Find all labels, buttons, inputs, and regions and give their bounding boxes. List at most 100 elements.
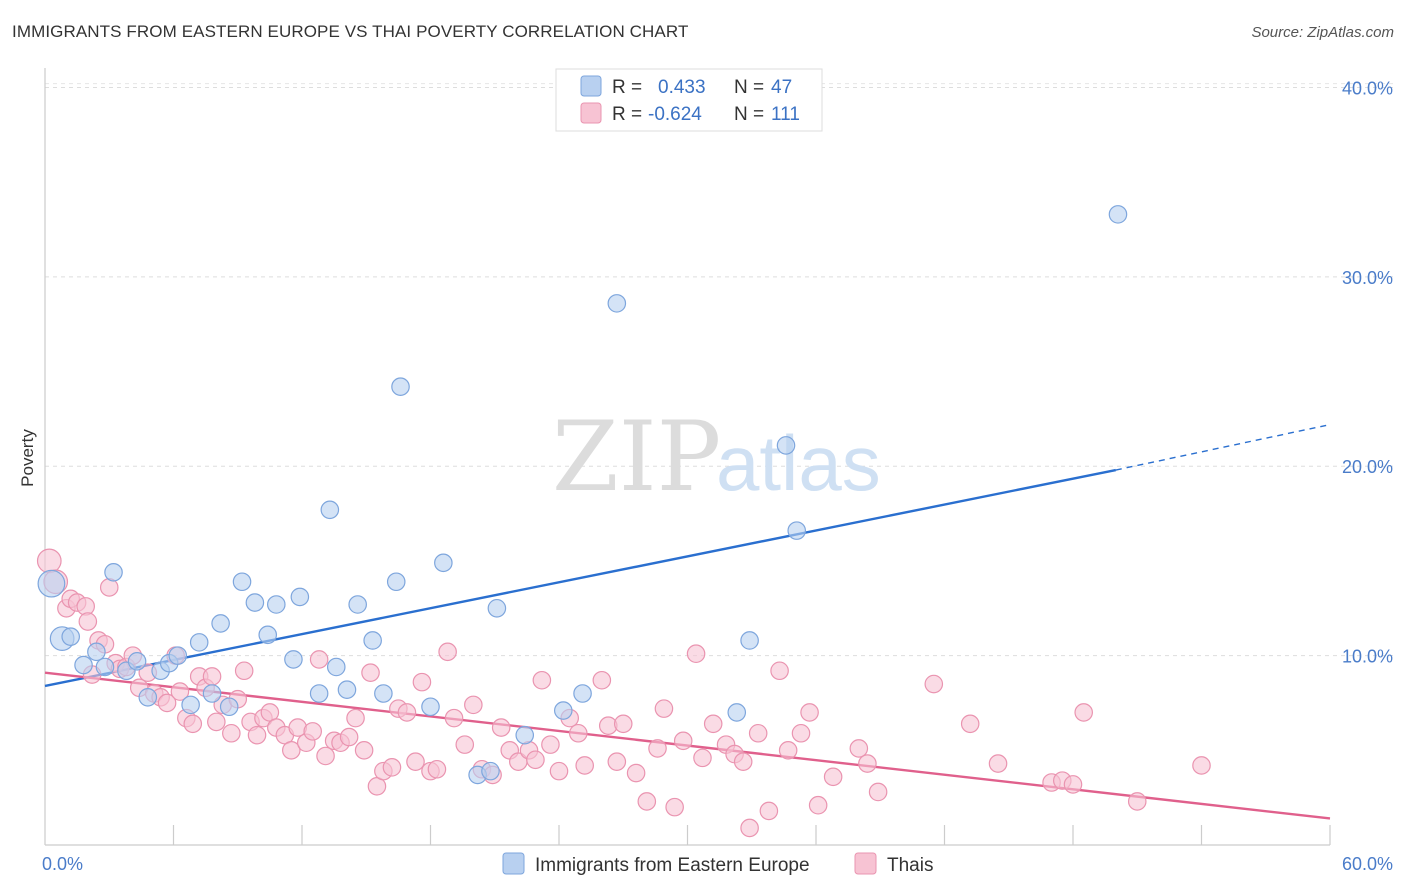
point-eastern-europe-24	[309, 684, 329, 703]
point-thais-61	[455, 735, 475, 754]
legend-swatch-blue	[580, 75, 602, 97]
point-thais-43	[316, 746, 335, 766]
axes	[44, 68, 1331, 846]
point-eastern-europe-36	[481, 761, 500, 781]
point-eastern-europe-26	[326, 657, 346, 677]
legend-n-value-1: 47	[771, 77, 792, 98]
point-thais-105	[960, 714, 980, 734]
chart-source: Source: ZipAtlas.com	[1251, 24, 1394, 41]
x-tick-label-1: 60.0%	[1342, 854, 1393, 874]
point-eastern-europe-46	[1108, 205, 1128, 224]
point-thais-58	[427, 759, 447, 779]
point-eastern-europe-0	[37, 569, 66, 598]
point-eastern-europe-2	[61, 627, 80, 646]
point-thais-94	[759, 801, 779, 821]
y-tick-label-2: 30.0%	[1342, 268, 1393, 288]
legend-r-label-1: R =	[612, 77, 642, 98]
point-thais-88	[703, 714, 723, 734]
point-thais-84	[665, 797, 684, 817]
point-eastern-europe-27	[337, 680, 357, 699]
point-eastern-europe-19	[245, 593, 265, 612]
point-thais-91	[733, 752, 753, 771]
point-eastern-europe-33	[421, 697, 440, 717]
point-thais-110	[1074, 703, 1094, 722]
point-thais-19	[157, 693, 177, 713]
point-thais-69	[526, 750, 545, 770]
point-eastern-europe-5	[95, 657, 115, 677]
point-thais-79	[613, 714, 633, 734]
point-thais-101	[849, 739, 869, 758]
watermark: ZIP atlas	[552, 401, 881, 513]
point-thais-5	[76, 597, 95, 616]
point-thais-106	[988, 754, 1008, 773]
y-tick-labels: 10.0% 20.0% 30.0% 40.0%	[1342, 78, 1393, 666]
point-eastern-europe-34	[434, 553, 453, 573]
point-thais-95	[770, 661, 789, 681]
point-thais-96	[778, 741, 798, 760]
bottom-legend-swatch-pink	[854, 852, 877, 875]
point-thais-81	[637, 792, 657, 811]
legend-r-label-2: R =	[612, 104, 642, 125]
point-thais-56	[412, 672, 432, 692]
point-thais-62	[464, 695, 483, 715]
point-eastern-europe-45	[787, 521, 807, 540]
point-eastern-europe-12	[168, 646, 188, 665]
point-eastern-europe-23	[290, 587, 310, 607]
point-thais-99	[808, 795, 828, 815]
point-thais-71	[541, 735, 560, 754]
point-eastern-europe-32	[391, 377, 410, 396]
point-thais-92	[740, 818, 759, 838]
legend-r-value-1: 0.433	[658, 77, 706, 98]
point-thais-70	[532, 670, 552, 690]
point-thais-72	[549, 761, 569, 781]
point-eastern-europe-18	[232, 572, 252, 592]
point-thais-74	[568, 723, 588, 743]
point-thais-104	[924, 674, 944, 694]
x-tick-label-0: 0.0%	[42, 854, 83, 874]
point-thais-42	[309, 650, 329, 669]
point-eastern-europe-38	[515, 725, 535, 745]
point-thais-46	[339, 727, 359, 747]
point-eastern-europe-21	[267, 595, 286, 614]
grid-lines	[45, 83, 1395, 657]
point-thais-47	[346, 708, 365, 728]
point-thais-38	[281, 741, 301, 760]
point-thais-86	[686, 644, 706, 664]
trend-line-eastern-europe-extension	[1115, 423, 1331, 471]
legend-n-label-1: N =	[734, 77, 764, 98]
point-thais-82	[648, 739, 667, 758]
y-tick-label-0: 10.0%	[1342, 647, 1393, 667]
point-thais-80	[626, 763, 646, 783]
legend-n-label-2: N =	[734, 104, 764, 125]
point-eastern-europe-4	[87, 642, 106, 662]
point-eastern-europe-9	[138, 687, 158, 707]
point-thais-78	[607, 752, 627, 771]
point-thais-76	[592, 670, 612, 690]
point-thais-100	[823, 767, 843, 787]
point-thais-52	[382, 758, 402, 777]
point-thais-27	[207, 712, 226, 732]
point-thais-33	[247, 725, 267, 745]
point-thais-6	[78, 612, 98, 631]
point-eastern-europe-13	[181, 695, 200, 715]
point-eastern-europe-8	[127, 652, 147, 671]
bottom-legend: Immigrants from Eastern Europe Thais	[502, 852, 933, 876]
point-eastern-europe-22	[284, 650, 303, 669]
legend: R = 0.433 N = 47 R = -0.624 N = 111	[555, 68, 823, 132]
point-eastern-europe-43	[740, 631, 759, 650]
point-eastern-europe-31	[386, 572, 406, 592]
watermark-atlas: atlas	[716, 419, 881, 507]
point-thais-55	[406, 752, 425, 771]
point-thais-49	[361, 663, 380, 682]
point-thais-60	[444, 708, 464, 728]
legend-swatch-pink	[580, 102, 602, 124]
point-eastern-europe-16	[211, 614, 230, 633]
point-eastern-europe-20	[258, 625, 278, 645]
point-eastern-europe-40	[573, 684, 592, 703]
point-thais-102	[858, 754, 877, 773]
point-thais-54	[397, 703, 417, 722]
point-thais-97	[791, 723, 811, 743]
legend-r-value-2: -0.624	[648, 104, 702, 125]
point-eastern-europe-6	[104, 562, 123, 582]
